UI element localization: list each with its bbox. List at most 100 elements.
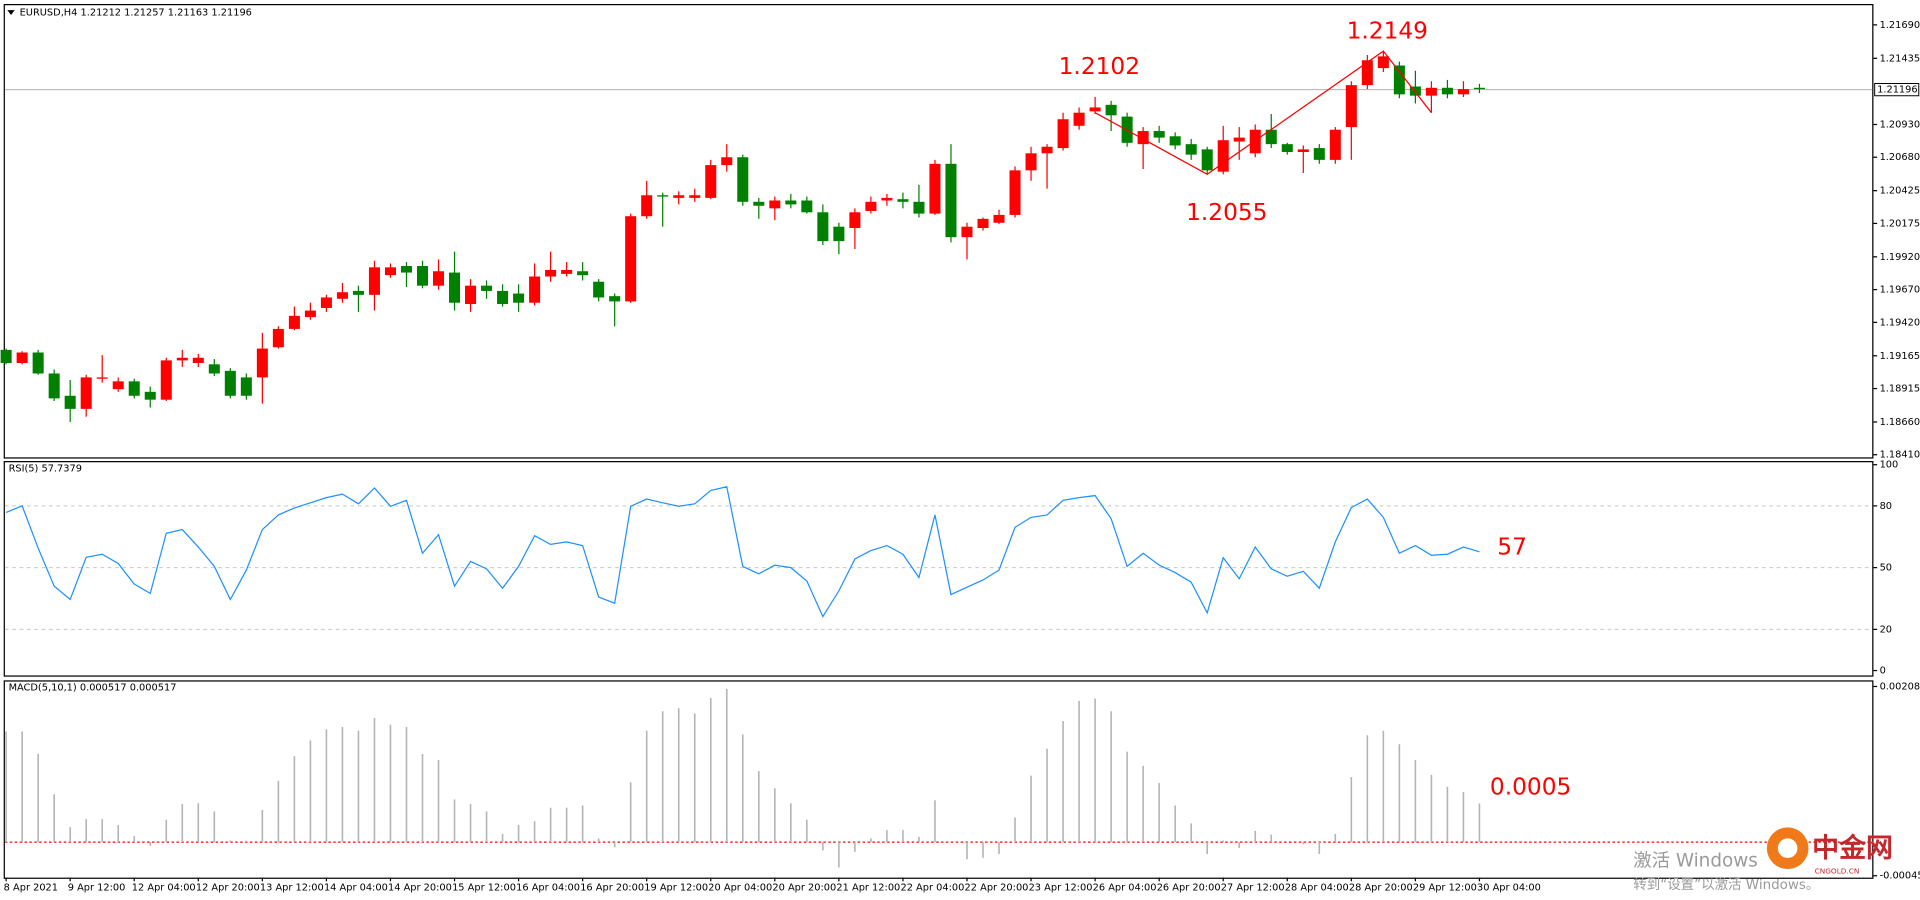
candle-body bbox=[1473, 87, 1485, 90]
candle-body bbox=[801, 200, 813, 213]
candle-body bbox=[1025, 153, 1037, 171]
candle-body bbox=[176, 357, 188, 361]
logo-icon bbox=[1777, 838, 1798, 859]
y-tick-label: 1.19165 bbox=[1880, 351, 1920, 362]
y-tick-label: 1.21690 bbox=[1880, 20, 1920, 31]
menu-arrow[interactable] bbox=[7, 10, 15, 16]
candle-body bbox=[32, 352, 44, 374]
x-tick-label: 9 Apr 12:00 bbox=[68, 882, 126, 893]
candle-body bbox=[416, 266, 429, 286]
rsi-annotation: 57 bbox=[1497, 534, 1527, 561]
candle-body bbox=[48, 373, 60, 399]
y-tick-label: 0 bbox=[1880, 666, 1886, 677]
zigzag-label: 1.2149 bbox=[1347, 18, 1428, 45]
candle-body bbox=[1281, 144, 1293, 153]
x-tick-label: 29 Apr 12:00 bbox=[1413, 882, 1477, 893]
candle-body bbox=[1185, 144, 1197, 155]
candle-body bbox=[1089, 107, 1101, 112]
x-tick-label: 15 Apr 12:00 bbox=[452, 882, 516, 893]
candle-body bbox=[865, 201, 877, 211]
candle-body bbox=[833, 226, 845, 242]
candle-body bbox=[336, 292, 348, 299]
logo-name: 中金网 bbox=[1812, 832, 1893, 864]
candle-body bbox=[689, 195, 701, 198]
candle-body bbox=[1169, 136, 1181, 146]
candle-body bbox=[1265, 129, 1277, 145]
x-tick-label: 13 Apr 12:00 bbox=[260, 882, 324, 893]
zigzag-label: 1.2055 bbox=[1186, 199, 1267, 226]
candle-body bbox=[368, 267, 380, 295]
candle-body bbox=[16, 352, 28, 363]
candle-body bbox=[577, 271, 589, 276]
candle-body bbox=[897, 199, 909, 202]
candle-body bbox=[160, 360, 172, 400]
current-price-box bbox=[1874, 83, 1920, 97]
candle-body bbox=[1409, 86, 1421, 96]
candle-body bbox=[945, 163, 957, 238]
candle-body bbox=[1425, 87, 1437, 96]
x-tick-label: 16 Apr 20:00 bbox=[580, 882, 644, 893]
y-tick-label: 0.002082 bbox=[1880, 681, 1920, 692]
candle-body bbox=[1201, 149, 1213, 171]
y-tick-label: 1.18915 bbox=[1880, 384, 1920, 395]
candle-body bbox=[128, 381, 140, 396]
candle-body bbox=[352, 290, 364, 295]
x-tick-label: 27 Apr 12:00 bbox=[1221, 882, 1285, 893]
candle-body bbox=[1009, 170, 1021, 215]
x-tick-label: 30 Apr 04:00 bbox=[1477, 882, 1541, 893]
x-tick-label: 12 Apr 04:00 bbox=[132, 882, 196, 893]
candle-body bbox=[913, 201, 925, 214]
candle-body bbox=[224, 370, 236, 396]
current-price-label: 1.21196 bbox=[1877, 85, 1918, 96]
candle-body bbox=[1153, 131, 1165, 138]
candle-body bbox=[673, 195, 685, 198]
watermark-line: 转到“设置”以激活 Windows。 bbox=[1633, 877, 1819, 893]
candle-body bbox=[1073, 112, 1085, 126]
candle-body bbox=[240, 377, 252, 396]
main-title: EURUSD,H4 1.21212 1.21257 1.21163 1.2119… bbox=[20, 8, 252, 19]
y-tick-label: 1.18660 bbox=[1880, 417, 1920, 428]
candle-body bbox=[96, 377, 108, 379]
candle-body bbox=[1137, 131, 1149, 145]
candle-body bbox=[513, 293, 525, 303]
candle-body bbox=[1041, 146, 1053, 154]
plot-layer: 1.2102 1.2055 1.2149 8 Apr 2021 9 Apr 12:00 1… bbox=[0, 18, 1920, 893]
candle-body bbox=[561, 269, 573, 274]
candle-body bbox=[817, 212, 829, 242]
candle-body bbox=[304, 310, 316, 318]
y-tick-label: 1.19920 bbox=[1880, 252, 1920, 263]
candle-body bbox=[1393, 65, 1405, 95]
macd-panel bbox=[3, 680, 1874, 879]
x-tick-label: 19 Apr 12:00 bbox=[644, 882, 708, 893]
x-tick-label: 20 Apr 04:00 bbox=[708, 882, 772, 893]
x-tick-label: 8 Apr 2021 bbox=[4, 882, 58, 893]
candle-body bbox=[1233, 137, 1245, 142]
y-tick-label: 1.18410 bbox=[1880, 450, 1920, 461]
candle-body bbox=[497, 290, 509, 305]
x-tick-label: 23 Apr 12:00 bbox=[1029, 882, 1093, 893]
candle-body bbox=[0, 349, 12, 363]
candle-body bbox=[320, 297, 332, 308]
y-tick-label: 1.19670 bbox=[1880, 285, 1920, 296]
candle-body bbox=[993, 214, 1005, 223]
candle-body bbox=[432, 271, 445, 286]
x-tick-label: 22 Apr 20:00 bbox=[965, 882, 1029, 893]
y-tick-label: 1.21435 bbox=[1880, 53, 1920, 64]
x-tick-label: 14 Apr 20:00 bbox=[388, 882, 452, 893]
y-tick-label: 100 bbox=[1880, 460, 1899, 471]
x-tick-label: 26 Apr 20:00 bbox=[1157, 882, 1221, 893]
x-tick-label: 20 Apr 20:00 bbox=[772, 882, 836, 893]
y-tick-label: 1.20930 bbox=[1880, 119, 1920, 130]
candle-body bbox=[1217, 140, 1229, 172]
y-tick-label: 1.19420 bbox=[1880, 317, 1920, 328]
candle-body bbox=[1105, 104, 1117, 116]
candle-body bbox=[1441, 87, 1453, 95]
y-tick-label: -0.00045 bbox=[1880, 871, 1920, 882]
candle-body bbox=[625, 216, 637, 302]
candle-body bbox=[1313, 148, 1325, 160]
y-tick-label: 50 bbox=[1880, 563, 1892, 574]
candle-body bbox=[1361, 60, 1373, 86]
main-panel bbox=[3, 4, 1874, 459]
candle-body bbox=[881, 197, 893, 201]
